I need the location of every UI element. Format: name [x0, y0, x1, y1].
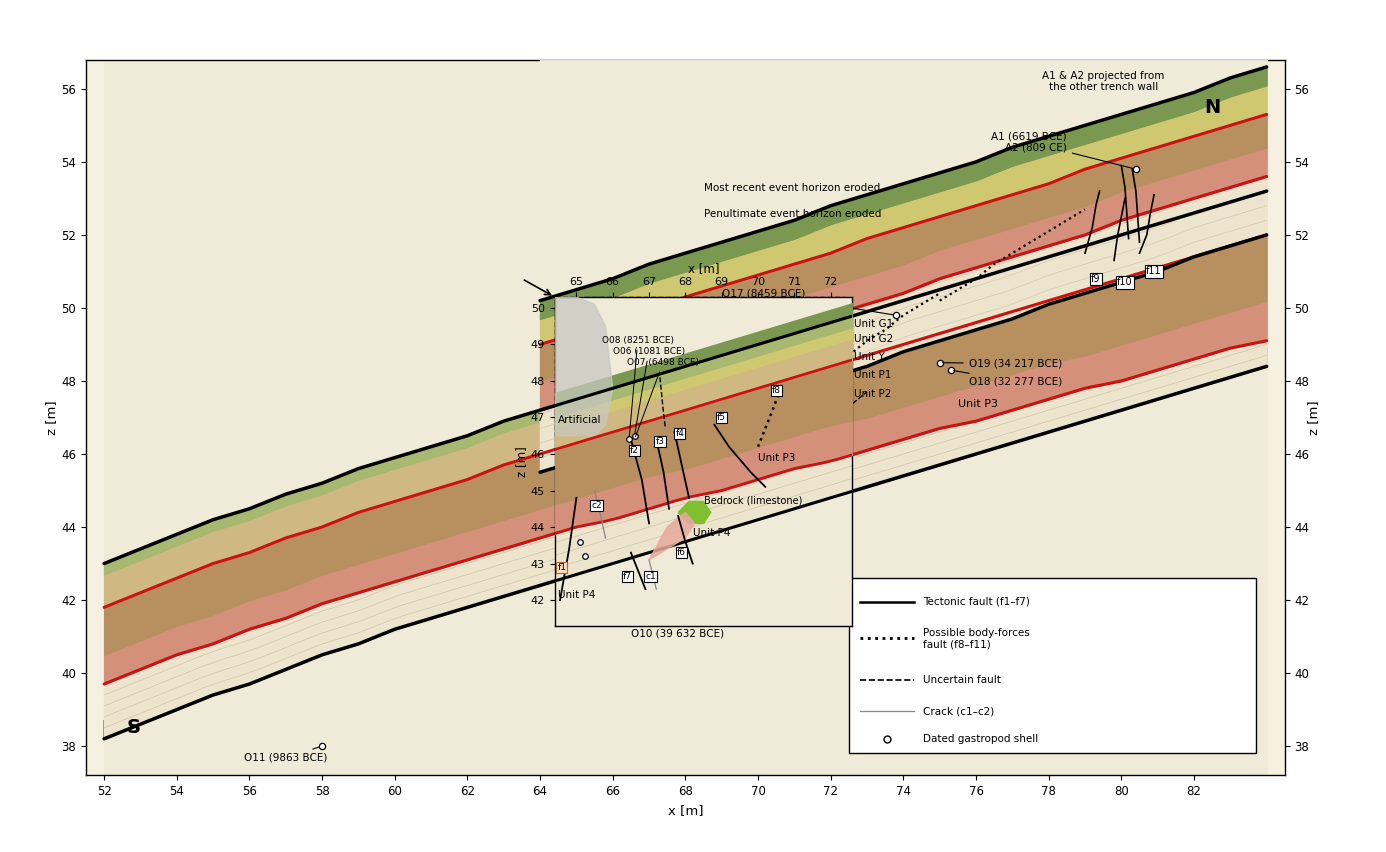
Text: f10: f10 [1117, 278, 1132, 287]
Text: Penultimate event horizon eroded: Penultimate event horizon eroded [704, 209, 881, 219]
X-axis label: x [m]: x [m] [668, 803, 703, 816]
Polygon shape [554, 297, 613, 435]
Text: O17 (8459 BCE): O17 (8459 BCE) [722, 289, 894, 314]
Text: S: S [126, 718, 140, 737]
Text: f1: f1 [557, 562, 567, 572]
Text: O13 (38 459 BCE): O13 (38 459 BCE) [686, 475, 779, 613]
Text: Artificial: Artificial [559, 415, 602, 425]
Text: O10 (39 632 BCE): O10 (39 632 BCE) [631, 464, 723, 638]
FancyBboxPatch shape [848, 579, 1256, 753]
Polygon shape [559, 297, 631, 435]
Text: Unit P2: Unit P2 [854, 389, 891, 399]
Text: O07 (6498 BCE): O07 (6498 BCE) [628, 358, 700, 437]
Text: f6: f6 [678, 548, 686, 557]
Text: f5: f5 [717, 413, 726, 422]
Text: Tectonic fault (f1–f7): Tectonic fault (f1–f7) [923, 597, 1030, 607]
Text: O06 (1081 BCE): O06 (1081 BCE) [613, 347, 685, 433]
Text: Unit G1: Unit G1 [854, 320, 894, 330]
Text: Unit G2: Unit G2 [854, 334, 894, 344]
Text: f2: f2 [631, 446, 639, 455]
Text: f11: f11 [1146, 267, 1161, 276]
Text: Possible body-forces
fault (f8–f11): Possible body-forces fault (f8–f11) [923, 628, 1030, 649]
Text: Crack (c1–c2): Crack (c1–c2) [923, 706, 995, 717]
Text: f8: f8 [772, 386, 780, 394]
Text: c1: c1 [646, 572, 656, 581]
Text: N: N [1204, 98, 1220, 117]
Bar [624, 435, 689, 491]
Text: Unit P3: Unit P3 [758, 453, 796, 463]
Text: O09 (40 408 BCE): O09 (40 408 BCE) [631, 457, 723, 624]
Text: Unit P1: Unit P1 [854, 371, 891, 381]
Polygon shape [678, 502, 711, 523]
Text: Most recent event horizon eroded: Most recent event horizon eroded [704, 183, 880, 193]
Text: Unit Y: Unit Y [854, 352, 886, 362]
Y-axis label: z [m]: z [m] [46, 400, 58, 435]
Text: c2: c2 [590, 501, 602, 509]
Text: f9: f9 [1091, 273, 1100, 284]
Text: Uncertain fault: Uncertain fault [923, 676, 1001, 685]
Text: O08 (8251 BCE): O08 (8251 BCE) [602, 336, 674, 436]
Text: O18 (32 277 BCE): O18 (32 277 BCE) [954, 371, 1062, 387]
Text: f3: f3 [656, 437, 664, 446]
Polygon shape [104, 348, 1267, 739]
Polygon shape [678, 498, 707, 520]
Polygon shape [649, 509, 693, 556]
Text: O11 (9863 BCE): O11 (9863 BCE) [244, 747, 327, 763]
Text: Bedrock (limestone): Bedrock (limestone) [704, 495, 802, 505]
Text: Fig. 6: Fig. 6 [642, 496, 671, 506]
Text: f7: f7 [622, 572, 632, 581]
Bar [554, 297, 845, 435]
Text: Unit P4: Unit P4 [693, 528, 730, 538]
Text: Dated gastropod shell: Dated gastropod shell [923, 734, 1038, 744]
Text: A1 (6619 BCE)
A2 (809 CE): A1 (6619 BCE) A2 (809 CE) [991, 131, 1134, 169]
Text: f4: f4 [675, 429, 685, 439]
X-axis label: x [m]: x [m] [687, 262, 719, 274]
Polygon shape [649, 512, 694, 560]
Text: Unit P4: Unit P4 [559, 590, 596, 600]
Text: O19 (34 217 BCE): O19 (34 217 BCE) [942, 359, 1062, 368]
Text: Unit P3: Unit P3 [958, 399, 998, 408]
Y-axis label: z [m]: z [m] [514, 446, 528, 476]
Text: A1 & A2 projected from
the other trench wall: A1 & A2 projected from the other trench … [1042, 71, 1164, 92]
Text: z [m]: z [m] [1307, 400, 1321, 435]
